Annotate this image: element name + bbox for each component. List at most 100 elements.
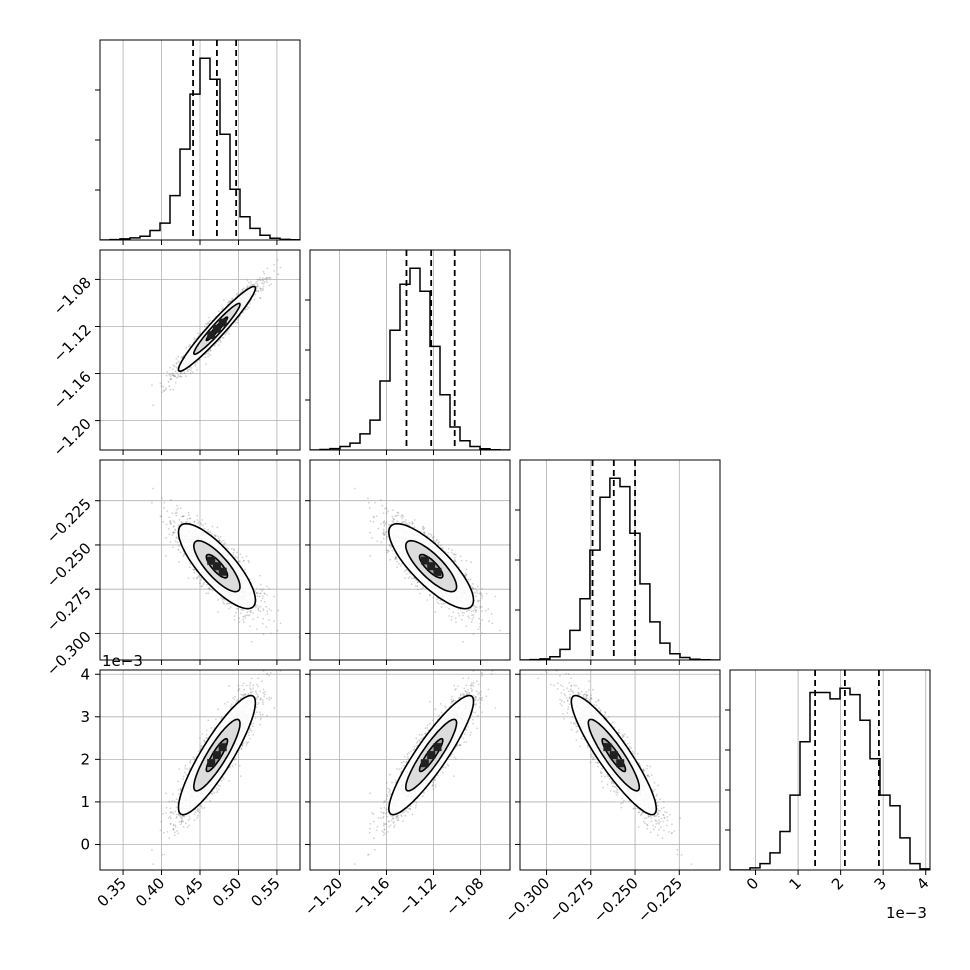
sample-point <box>262 285 265 288</box>
sample-point <box>246 287 248 289</box>
sample-point <box>229 300 232 303</box>
sample-point <box>203 325 206 328</box>
sample-point <box>196 514 199 517</box>
sample-point <box>262 588 264 591</box>
sample-point <box>174 528 176 531</box>
sample-point <box>229 300 232 303</box>
sample-point <box>166 371 169 373</box>
sample-point <box>172 526 175 528</box>
sample-point <box>262 633 265 636</box>
sample-point <box>170 378 172 380</box>
sample-point <box>243 287 245 290</box>
sample-point <box>189 372 192 375</box>
sample-point <box>261 278 264 281</box>
sample-point <box>252 612 255 614</box>
sample-point <box>168 373 171 376</box>
sample-point <box>159 515 162 517</box>
sample-point <box>194 363 197 366</box>
sample-point <box>222 543 225 546</box>
sample-point <box>255 591 258 594</box>
sample-point <box>186 368 189 371</box>
sample-point <box>200 585 203 588</box>
sample-point <box>170 498 172 501</box>
sample-point <box>213 345 216 347</box>
sample-point <box>175 509 178 511</box>
sample-point <box>196 369 199 371</box>
sample-point <box>209 531 212 534</box>
sample-point <box>168 516 171 519</box>
sample-point <box>227 547 229 550</box>
sample-point <box>234 321 237 324</box>
sample-point <box>171 534 174 536</box>
sample-point <box>465 610 468 613</box>
sample-point <box>190 369 192 372</box>
sample-point <box>173 365 176 368</box>
sample-point <box>255 592 258 595</box>
sample-point <box>268 284 271 287</box>
sample-point <box>193 338 196 341</box>
sample-point <box>254 590 257 592</box>
sample-point <box>226 330 229 333</box>
sample-point <box>171 546 174 548</box>
sample-point <box>229 606 232 608</box>
sample-point <box>239 612 242 615</box>
sample-point <box>217 344 220 346</box>
sample-point <box>217 611 220 613</box>
sample-point <box>260 288 262 290</box>
sample-point <box>199 582 201 585</box>
sample-point <box>162 521 165 523</box>
sample-point <box>279 266 282 269</box>
sample-point <box>176 504 178 507</box>
sample-point <box>243 621 245 623</box>
sample-point <box>175 358 178 360</box>
sample-point <box>256 285 259 287</box>
sample-point <box>197 576 200 578</box>
sample-point <box>233 549 236 552</box>
sample-point <box>396 520 399 523</box>
sample-point <box>248 281 250 284</box>
sample-point <box>241 556 244 559</box>
sample-point <box>251 283 254 286</box>
sample-point <box>181 515 184 518</box>
sample-point <box>183 515 185 518</box>
sample-point <box>177 507 180 510</box>
sample-point <box>273 263 276 266</box>
sample-point <box>468 609 471 611</box>
sample-point <box>238 617 240 620</box>
sample-point <box>226 602 228 605</box>
sample-point <box>404 521 406 523</box>
sample-point <box>259 297 262 300</box>
sample-point <box>259 592 262 595</box>
sample-point <box>206 352 209 355</box>
density-panel-1-0 <box>151 259 282 407</box>
sample-point <box>197 521 200 523</box>
sample-point <box>193 521 196 523</box>
sample-point <box>246 614 248 616</box>
sample-point <box>217 341 220 343</box>
sample-point <box>174 381 177 384</box>
sample-point <box>265 594 268 596</box>
sample-point <box>382 537 385 540</box>
sample-point <box>444 602 446 605</box>
sample-point <box>405 568 408 571</box>
sample-point <box>163 501 166 504</box>
sample-point <box>177 375 180 378</box>
sample-point <box>167 527 170 530</box>
sample-point <box>177 524 180 527</box>
sample-point <box>265 626 268 628</box>
sample-point <box>234 555 237 558</box>
sample-point <box>463 612 465 614</box>
sample-point <box>204 522 207 525</box>
sample-point <box>440 544 442 547</box>
sample-point <box>196 576 199 579</box>
sample-point <box>242 311 244 314</box>
sample-point <box>481 595 484 598</box>
sample-point <box>259 278 262 281</box>
sample-point <box>203 527 206 530</box>
sample-point <box>169 521 172 524</box>
sample-point <box>188 368 191 371</box>
sample-point <box>207 322 210 325</box>
sample-point <box>206 322 209 324</box>
sample-point <box>268 277 271 279</box>
